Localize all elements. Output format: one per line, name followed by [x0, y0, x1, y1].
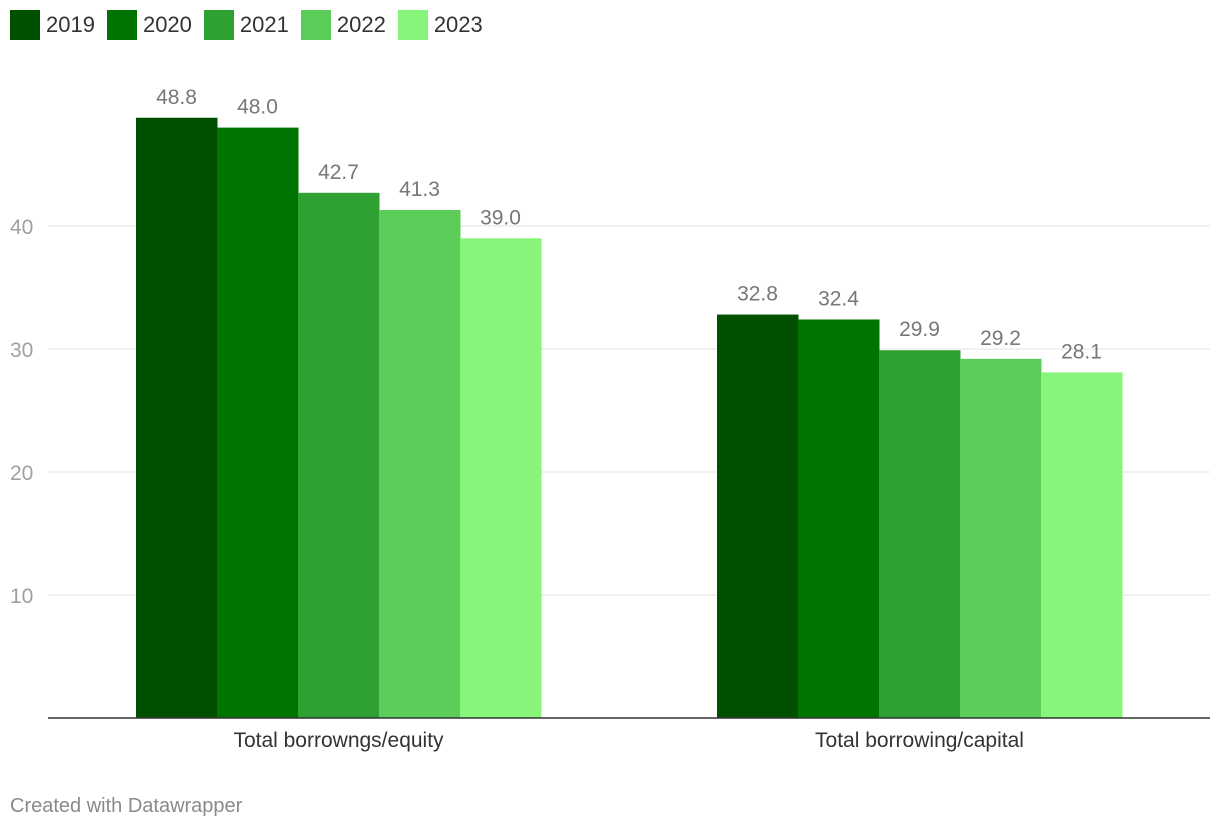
bar [460, 238, 542, 719]
legend-item-2020: 2020 [106, 10, 192, 40]
bar [960, 358, 1042, 718]
y-tick-label: 10 [10, 585, 33, 608]
legend-label-2019: 2019 [46, 12, 95, 37]
data-label: 29.9 [899, 318, 940, 341]
data-label: 32.4 [818, 287, 859, 310]
legend-item-2022: 2022 [300, 10, 386, 40]
legend-label-2021: 2021 [239, 12, 289, 37]
y-tick-label: 40 [10, 216, 33, 239]
data-label: 39.0 [480, 206, 521, 229]
legend-label-2023: 2023 [433, 12, 483, 37]
credit-text: Created with Datawrapper [10, 795, 243, 817]
x-tick-label: Total borrowing/capital [815, 729, 1024, 752]
legend-swatch-2021 [203, 10, 234, 40]
legend-swatch-2020 [106, 10, 137, 40]
y-tick-label: 20 [10, 462, 33, 485]
bar [379, 210, 461, 718]
bar [217, 127, 299, 719]
legend-swatch-2023 [397, 10, 428, 40]
legend-label-2022: 2022 [336, 12, 386, 37]
legend-item-2021: 2021 [203, 10, 289, 40]
data-label: 41.3 [399, 178, 440, 201]
legend-item-2023: 2023 [397, 10, 483, 40]
data-label: 42.7 [318, 161, 359, 184]
bar [798, 319, 880, 718]
data-label: 28.1 [1061, 340, 1102, 363]
bar [298, 192, 380, 719]
bar [136, 117, 218, 718]
legend: 2019 2020 2021 2022 2023 [10, 9, 495, 41]
bar [1041, 372, 1123, 718]
bar [879, 350, 961, 718]
bar [717, 314, 799, 718]
y-tick-label: 30 [10, 339, 33, 362]
legend-swatch-2019 [10, 10, 40, 40]
data-label: 48.0 [237, 96, 278, 119]
x-tick-label: Total borrowngs/equity [233, 729, 444, 752]
legend-item-2019: 2019 [10, 10, 95, 40]
data-label: 32.8 [737, 283, 778, 306]
legend-swatch-2022 [300, 10, 331, 40]
bar-chart: 10 20 30 40 48.8 48.0 42.7 41.3 39.0 Total borrow… [10, 86, 1210, 752]
data-label: 29.2 [980, 327, 1021, 350]
data-label: 48.8 [156, 86, 197, 109]
legend-label-2020: 2020 [142, 12, 192, 37]
